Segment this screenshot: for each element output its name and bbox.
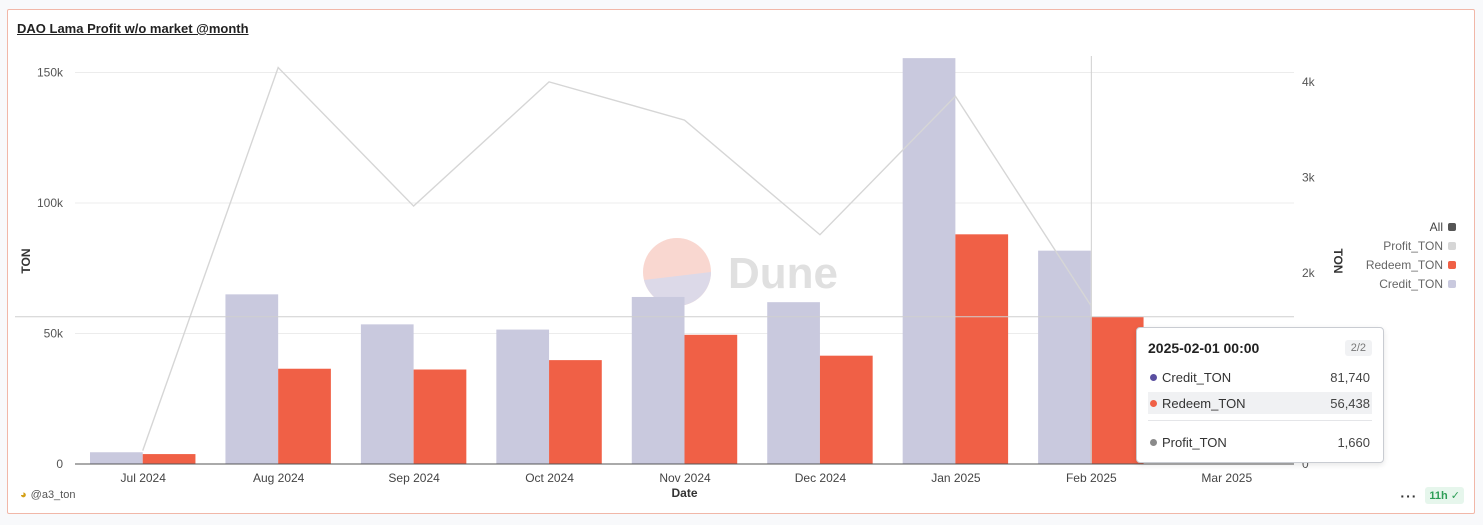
y-tick-label: 150k [37,66,64,80]
y-tick-label: 0 [56,457,63,471]
legend-item-profit[interactable]: Profit_TON [1383,239,1456,253]
chart-card: DAO Lama Profit w/o market @month 0 50k 10… [7,9,1475,514]
author-link[interactable]: ◕ @a3_ton [20,489,75,501]
y2-tick-label: 2k [1302,266,1316,280]
bar-credit [631,296,685,464]
bar-redeem [819,355,873,464]
x-tick-label: Nov 2024 [659,471,711,485]
legend-swatch [1448,261,1456,269]
tooltip-series-name: Credit_TON [1162,369,1232,385]
author-avatar-icon: ◕ [20,489,27,501]
legend-label: Redeem_TON [1365,258,1443,272]
tooltip-row-profit: Profit_TON 1,660 [1148,431,1372,453]
tooltip-divider [1148,420,1372,421]
bar-redeem [1090,316,1144,464]
x-tick-label: Mar 2025 [1201,471,1252,485]
legend-swatch [1448,280,1456,288]
chart-title[interactable]: DAO Lama Profit w/o market @month [17,21,249,36]
series-dot-icon [1150,373,1157,381]
x-tick-label: Feb 2025 [1066,471,1117,485]
series-dot-icon [1150,438,1157,446]
series-dot-icon [1150,399,1157,407]
footer-actions: ··· 11h ✓ [1400,487,1464,504]
tooltip-series-value: 1,660 [1337,434,1370,450]
tooltip-page-indicator[interactable]: 2/2 [1344,340,1372,356]
bar-credit [90,452,143,464]
x-tick-label: Aug 2024 [253,471,305,485]
y-axis-title: TON [19,248,33,273]
author-name: @a3_ton [30,489,76,501]
bar-redeem [142,454,196,464]
y2-tick-label: 4k [1302,75,1316,89]
bar-credit [360,324,414,464]
legend-item-all[interactable]: All [1430,220,1456,234]
x-tick-label: Oct 2024 [525,471,574,485]
bar-credit [767,302,820,464]
tooltip-date: 2025-02-01 00:00 [1148,340,1260,356]
check-circle-icon: ✓ [1450,490,1460,502]
more-options-button[interactable]: ··· [1400,487,1418,504]
tooltip-series-name: Profit_TON [1162,434,1227,450]
tooltip-row-credit: Credit_TON 81,740 [1148,366,1372,388]
bar-credit [902,58,956,465]
bar-redeem [684,334,738,464]
legend-item-redeem[interactable]: Redeem_TON [1366,258,1456,272]
chart-tooltip: 2025-02-01 00:00 2/2 Credit_TON 81,740 R… [1136,327,1384,463]
legend-label: All [1429,220,1443,234]
x-tick-label: Jul 2024 [121,471,167,485]
x-tick-label: Sep 2024 [388,471,440,485]
bar-redeem [278,368,331,464]
y2-tick-label: 3k [1302,170,1316,184]
legend: All Profit_TON Redeem_TON Credit_TON [1366,220,1456,291]
legend-label: Profit_TON [1383,239,1443,253]
x-axis-title: Date [671,486,697,500]
y-tick-label: 100k [37,196,64,210]
freshness-badge[interactable]: 11h ✓ [1425,487,1464,504]
legend-item-credit[interactable]: Credit_TON [1379,277,1456,291]
tooltip-row-redeem: Redeem_TON 56,438 [1148,392,1372,414]
bar-redeem [549,360,602,464]
watermark-text: Dune [728,249,838,298]
tooltip-series-value: 56,438 [1330,395,1370,411]
legend-swatch [1448,242,1456,250]
x-tick-label: Dec 2024 [795,471,847,485]
bar-credit [1038,250,1091,464]
y2-tick-label: 0 [1302,457,1309,471]
y2-axis-title: TON [1331,248,1345,273]
line-profit [142,66,1092,451]
tooltip-series-value: 81,740 [1330,369,1370,385]
y-tick-label: 50k [44,327,64,341]
bar-credit [225,294,279,464]
tooltip-series-name: Redeem_TON [1162,395,1246,411]
bar-credit [496,329,550,464]
bar-redeem [955,234,1009,464]
bar-redeem [413,369,467,464]
legend-swatch [1448,223,1456,231]
legend-label: Credit_TON [1379,277,1443,291]
freshness-label: 11h [1429,489,1448,502]
x-tick-label: Jan 2025 [931,471,981,485]
